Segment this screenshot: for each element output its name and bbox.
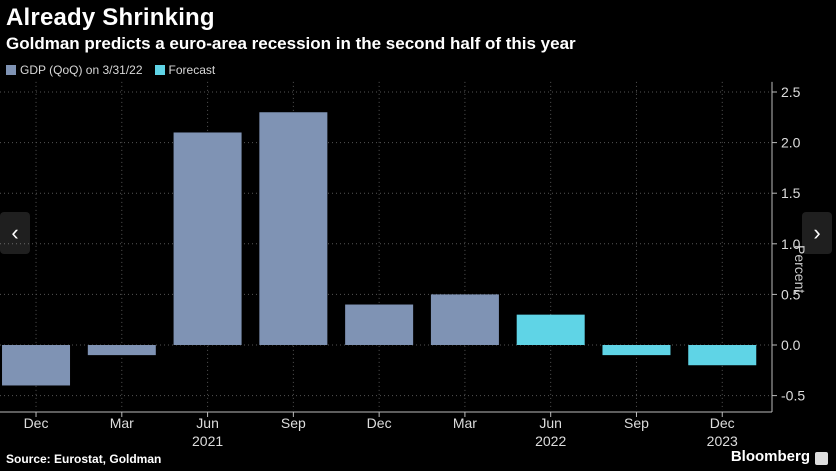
x-year-label: 2022 (535, 433, 566, 449)
chevron-left-icon: ‹ (11, 220, 19, 245)
y-tick-label: 0.5 (781, 286, 801, 302)
x-year-label: 2023 (707, 433, 738, 449)
x-tick-label: Sep (281, 415, 306, 431)
x-tick-label: Jun (196, 415, 219, 431)
legend: GDP (QoQ) on 3/31/22 Forecast (6, 63, 221, 77)
x-year-label: 2021 (192, 433, 223, 449)
chart-title: Already Shrinking (6, 4, 215, 31)
y-tick-label: 1.0 (781, 236, 801, 252)
bar-actual (87, 345, 156, 356)
x-tick-label: Mar (453, 415, 477, 431)
y-tick-label: 2.5 (781, 84, 801, 100)
prev-slide-button[interactable]: ‹ (0, 212, 30, 254)
y-tick-label: -0.5 (781, 388, 805, 404)
bloomberg-badge-icon (815, 452, 828, 465)
legend-item-gdp: GDP (QoQ) on 3/31/22 (6, 63, 143, 77)
bar-forecast (516, 314, 585, 345)
x-tick-label: Dec (367, 415, 392, 431)
bar-forecast (688, 345, 757, 366)
x-tick-label: Mar (110, 415, 134, 431)
y-tick-label: 2.0 (781, 135, 801, 151)
y-tick-label: 0.0 (781, 337, 801, 353)
chevron-right-icon: › (813, 220, 821, 245)
bar-actual (259, 112, 328, 346)
y-tick-label: 1.5 (781, 185, 801, 201)
legend-swatch-gdp (6, 65, 16, 75)
bar-actual (345, 304, 414, 345)
bar-actual (2, 345, 71, 386)
brand-logo: Bloomberg (730, 448, 810, 465)
source-note: Source: Eurostat, Goldman (6, 452, 162, 466)
x-tick-label: Jun (539, 415, 562, 431)
x-tick-label: Sep (624, 415, 649, 431)
legend-swatch-forecast (154, 65, 165, 75)
bar-actual (430, 294, 499, 345)
bar-forecast (602, 345, 671, 356)
bar-actual (173, 132, 242, 345)
legend-item-forecast: Forecast (154, 63, 216, 77)
chart-subtitle: Goldman predicts a euro-area recession i… (6, 34, 576, 53)
legend-label-forecast: Forecast (168, 63, 216, 77)
x-tick-label: Dec (710, 415, 735, 431)
legend-label-gdp: GDP (QoQ) on 3/31/22 (20, 63, 143, 77)
next-slide-button[interactable]: › (802, 212, 832, 254)
x-tick-label: Dec (24, 415, 49, 431)
